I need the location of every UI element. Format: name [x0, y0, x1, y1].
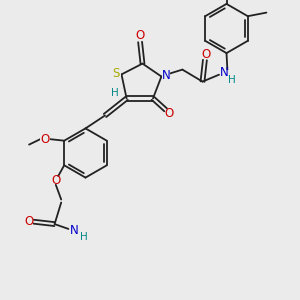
FancyBboxPatch shape: [202, 51, 209, 57]
Text: O: O: [165, 107, 174, 120]
FancyBboxPatch shape: [70, 227, 78, 233]
Text: N: N: [219, 66, 228, 80]
FancyBboxPatch shape: [162, 72, 170, 79]
FancyBboxPatch shape: [40, 136, 50, 142]
FancyBboxPatch shape: [112, 70, 121, 76]
Text: H: H: [111, 88, 119, 98]
FancyBboxPatch shape: [220, 70, 228, 76]
FancyBboxPatch shape: [136, 32, 144, 39]
Text: O: O: [25, 215, 34, 228]
Text: H: H: [228, 75, 236, 85]
Text: O: O: [40, 133, 50, 146]
FancyBboxPatch shape: [26, 218, 33, 225]
FancyBboxPatch shape: [112, 90, 119, 96]
FancyBboxPatch shape: [52, 178, 59, 184]
FancyBboxPatch shape: [166, 110, 173, 117]
FancyBboxPatch shape: [228, 77, 235, 83]
FancyBboxPatch shape: [80, 235, 87, 240]
Text: H: H: [80, 232, 87, 242]
Text: O: O: [136, 29, 145, 42]
Text: S: S: [113, 67, 120, 80]
Text: O: O: [201, 47, 210, 61]
Text: N: N: [161, 69, 170, 82]
Text: O: O: [51, 174, 60, 188]
Text: N: N: [69, 224, 78, 237]
